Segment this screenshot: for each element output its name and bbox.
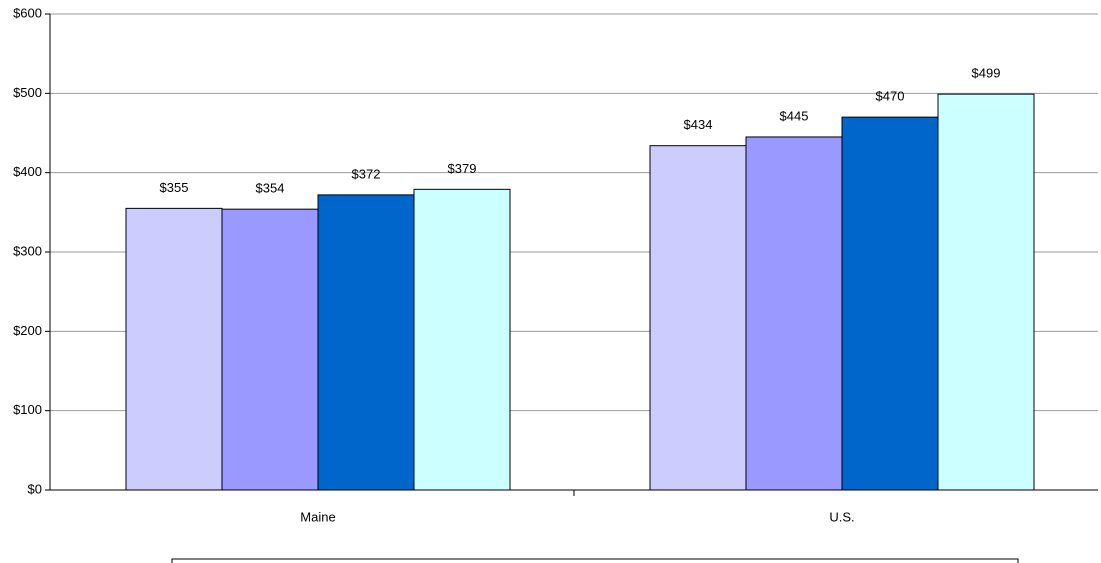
value-label: $372 <box>352 166 381 181</box>
value-label: $470 <box>876 89 905 104</box>
bar <box>317 194 415 491</box>
y-tick-label: $300 <box>13 243 42 258</box>
value-label: $445 <box>780 108 809 123</box>
value-label: $434 <box>684 117 713 132</box>
y-tick-label: $500 <box>13 85 42 100</box>
bar <box>649 145 747 491</box>
x-tick-label: Maine <box>300 509 335 524</box>
bar <box>745 136 843 491</box>
y-tick-label: $0 <box>28 481 42 496</box>
bar <box>125 207 223 491</box>
value-label: $379 <box>448 161 477 176</box>
bar <box>937 93 1035 491</box>
value-label: $499 <box>972 66 1001 81</box>
y-tick-label: $200 <box>13 323 42 338</box>
x-tick-label: U.S. <box>829 509 854 524</box>
bar <box>841 116 939 491</box>
bar <box>413 188 511 491</box>
value-label: $355 <box>160 180 189 195</box>
value-label: $354 <box>256 181 285 196</box>
bar <box>221 208 319 491</box>
y-tick-label: $600 <box>13 5 42 20</box>
y-tick-label: $100 <box>13 402 42 417</box>
y-tick-label: $400 <box>13 164 42 179</box>
legend-box <box>171 558 1019 563</box>
